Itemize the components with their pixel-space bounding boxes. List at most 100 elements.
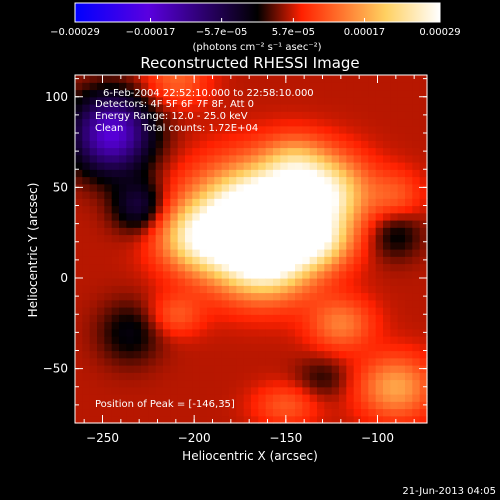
heatmap-cell [273, 343, 281, 352]
heatmap-cell [141, 227, 149, 236]
heatmap-cell [324, 191, 333, 199]
heatmap-cell [133, 386, 142, 395]
heatmap-cell [75, 336, 83, 344]
heatmap-cell [309, 234, 318, 243]
heatmap-cell [185, 394, 193, 402]
heatmap-cell [258, 415, 267, 424]
heatmap-cell [317, 408, 325, 417]
heatmap-cell [89, 176, 98, 185]
heatmap-cell [126, 154, 135, 163]
heatmap-cell [295, 307, 303, 315]
heatmap-cell [82, 307, 91, 315]
heatmap-cell [346, 118, 355, 127]
heatmap-cell [280, 147, 289, 156]
x-tick-label: −100 [361, 431, 394, 445]
heatmap-cell [419, 198, 428, 207]
heatmap-cell [302, 154, 311, 163]
heatmap-cell [375, 394, 384, 402]
heatmap-cell [368, 379, 377, 388]
heatmap-cell [251, 328, 259, 337]
heatmap-cell [229, 104, 237, 112]
heatmap-cell [141, 285, 149, 294]
heatmap-cell [192, 328, 201, 337]
heatmap-cell [133, 357, 142, 366]
heatmap-cell [331, 328, 340, 337]
heatmap-cell [75, 140, 83, 149]
heatmap-cell [331, 89, 340, 98]
heatmap-cell [273, 227, 281, 236]
heatmap-cell [331, 234, 340, 243]
heatmap-cell [383, 285, 391, 294]
heatmap-cell [89, 372, 98, 381]
heatmap-cell [361, 118, 369, 127]
heatmap-cell [265, 82, 274, 91]
heatmap-cell [170, 154, 179, 163]
heatmap-cell [192, 75, 201, 83]
footer-timestamp: 21-Jun-2013 04:05 [402, 486, 496, 497]
heatmap-cell [339, 89, 347, 98]
heatmap-cell [309, 133, 318, 141]
heatmap-cell [317, 321, 325, 330]
heatmap-cell [390, 220, 399, 228]
heatmap-cell [412, 89, 421, 98]
heatmap-cell [199, 299, 208, 308]
heatmap-cell [141, 176, 149, 185]
heatmap-cell [155, 227, 164, 236]
heatmap-cell [82, 256, 91, 265]
heatmap-cell [390, 96, 399, 105]
heatmap-cell [383, 343, 391, 352]
heatmap-cell [368, 321, 377, 330]
heatmap-cell [104, 386, 113, 395]
heatmap-cell [361, 263, 369, 272]
heatmap-cell [309, 270, 318, 279]
heatmap-cell [346, 270, 355, 279]
heatmap-cell [236, 176, 245, 185]
heatmap-cell [148, 285, 157, 294]
heatmap-cell [133, 154, 142, 163]
heatmap-cell [207, 169, 215, 178]
heatmap-cell [177, 191, 186, 199]
heatmap-cell [214, 321, 223, 330]
heatmap-cell [243, 328, 252, 337]
heatmap-cell [287, 321, 296, 330]
heatmap-cell [199, 147, 208, 156]
heatmap-cell [236, 234, 245, 243]
heatmap-cell [185, 365, 193, 373]
heatmap-cell [133, 249, 142, 257]
heatmap-cell [104, 198, 113, 207]
heatmap-cell [133, 205, 142, 214]
heatmap-cell [192, 285, 201, 294]
heatmap-cell [302, 82, 311, 91]
heatmap-cell [119, 133, 127, 141]
heatmap-cell [412, 394, 421, 402]
heatmap-cell [170, 249, 179, 257]
heatmap-cell [324, 379, 333, 388]
heatmap-cell [221, 220, 230, 228]
heatmap-cell [104, 249, 113, 257]
heatmap-cell [141, 336, 149, 344]
heatmap-cell [192, 191, 201, 199]
heatmap-cell [111, 401, 120, 410]
heatmap-cell [346, 350, 355, 359]
heatmap-cell [280, 125, 289, 134]
heatmap-cell [82, 263, 91, 272]
heatmap-cell [331, 104, 340, 112]
heatmap-cell [405, 256, 413, 265]
heatmap-cell [280, 307, 289, 315]
heatmap-cell [361, 191, 369, 199]
heatmap-cell [243, 212, 252, 221]
heatmap-cell [280, 401, 289, 410]
heatmap-cell [97, 357, 105, 366]
heatmap-cell [258, 147, 267, 156]
heatmap-cell [302, 372, 311, 381]
heatmap-cell [97, 198, 105, 207]
heatmap-cell [207, 191, 215, 199]
heatmap-cell [97, 220, 105, 228]
heatmap-cell [353, 321, 362, 330]
heatmap-cell [75, 394, 83, 402]
heatmap-cell [141, 357, 149, 366]
heatmap-cell [133, 212, 142, 221]
heatmap-cell [199, 249, 208, 257]
heatmap-cell [258, 328, 267, 337]
heatmap-cell [324, 278, 333, 286]
